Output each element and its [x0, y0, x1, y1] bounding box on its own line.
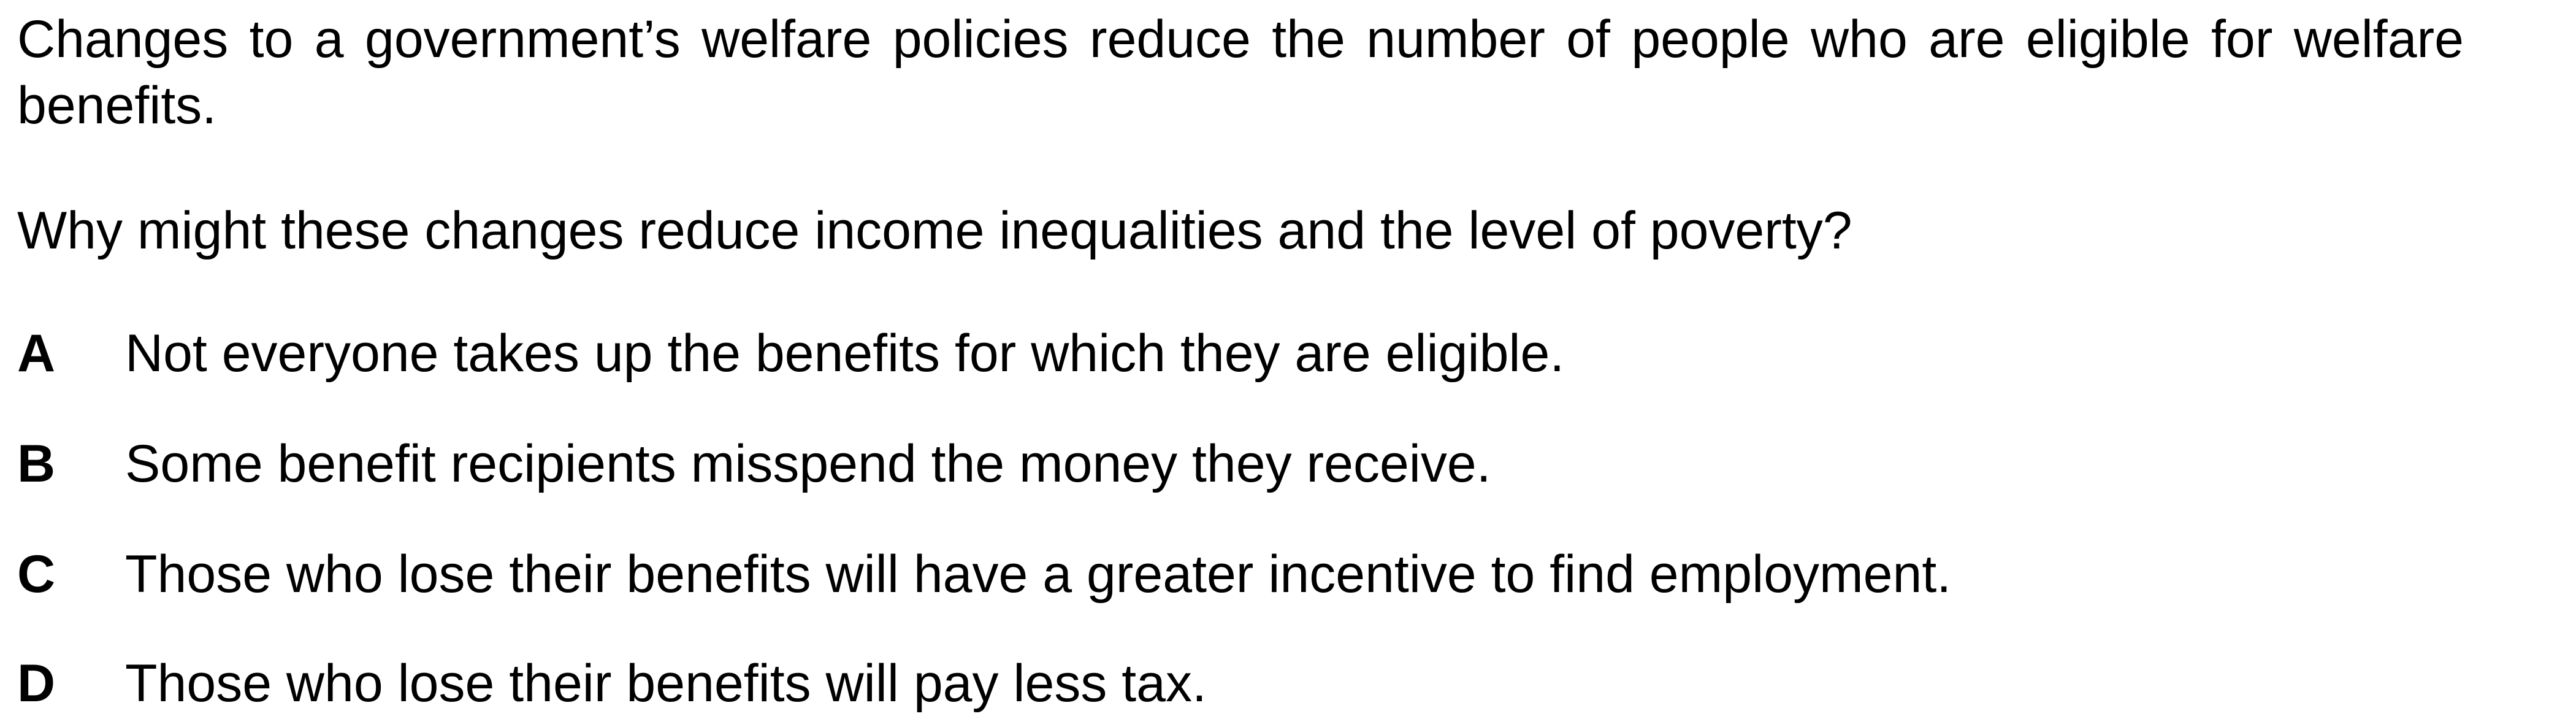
question-stem: Changes to a government’s welfare polici…	[17, 10, 2464, 135]
option-text: Those who lose their benefits will pay l…	[125, 654, 1207, 713]
option-letter: C	[17, 545, 56, 604]
option-letter: A	[17, 324, 56, 383]
option-text: Those who lose their benefits will have …	[125, 545, 1952, 604]
option-letter: B	[17, 434, 56, 493]
option-text: Not everyone takes up the benefits for w…	[125, 324, 1565, 383]
option-letter: D	[17, 654, 56, 713]
question-prompt: Why might these changes reduce income in…	[17, 201, 1852, 260]
option-text: Some benefit recipients misspend the mon…	[125, 434, 1491, 493]
